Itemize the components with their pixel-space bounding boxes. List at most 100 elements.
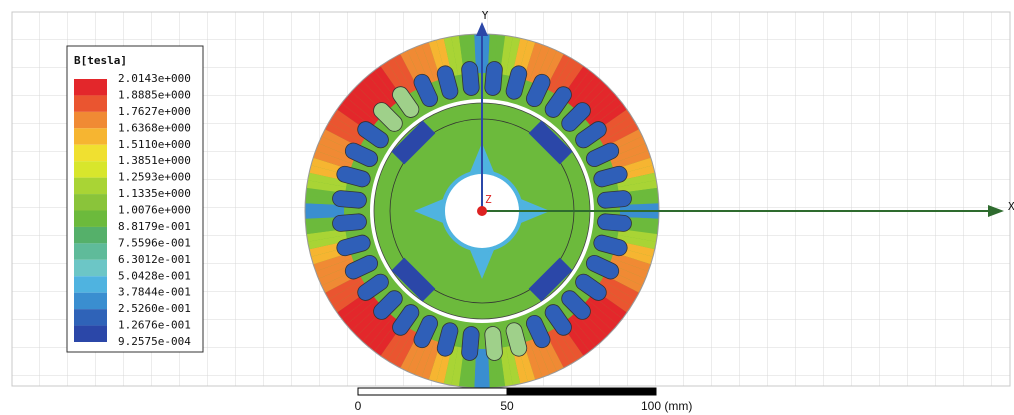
stator-slot [526,314,551,349]
stator-yoke-field [451,346,464,387]
legend-swatch [74,309,107,326]
legend-label: 8.8179e-001 [118,220,191,233]
stator-yoke-field [307,234,348,250]
stator-yoke-field [601,122,640,148]
scale-segment [506,387,657,396]
stator-yoke-field [570,312,602,347]
stator-yoke-field [598,115,636,142]
stator-slot [344,255,379,280]
stator-yoke-field [583,299,618,331]
stator-yoke-field [500,35,513,76]
legend-swatch [74,144,107,162]
stator-slot [593,234,628,257]
legend-swatch [74,325,107,342]
stator-yoke-field [386,327,413,365]
stator-slot [413,314,438,349]
z-axis-label: Z [485,193,492,206]
legend-label: 7.5596e-001 [118,236,191,249]
stator-yoke-field [505,345,521,386]
stator-slot [484,61,503,96]
stator-yoke-field [482,34,490,74]
legend-swatch [74,226,107,244]
stator-yoke-field [523,340,543,380]
stator-yoke-field [305,211,345,219]
stator-slot [392,86,420,118]
legend-label: 1.2676e-001 [118,319,191,332]
stator-yoke-field [346,299,381,331]
stator-slot [392,304,420,336]
stator-slot [344,142,379,167]
stator-slot [544,304,572,336]
legend-label: 1.1335e+000 [118,187,191,200]
stator-yoke-field [346,91,381,123]
stator-yoke-field [570,75,602,110]
stator-yoke-field [616,172,657,188]
stator-slot [332,190,367,209]
x-axis-label: X [1008,200,1014,213]
stator-yoke-field [598,280,636,307]
stator-yoke-field [611,150,651,170]
stator-yoke-field [324,122,363,148]
legend-label: 3.7844e-001 [118,286,191,299]
stator-yoke-field [619,203,659,211]
stator-slot [357,273,389,301]
stator-slot [585,142,620,167]
stator-yoke-field [482,348,490,388]
stator-yoke-field [368,70,398,106]
stator-slot [357,121,389,149]
stator-yoke-field [611,252,651,272]
stator-yoke-field [386,57,413,95]
stator-yoke-field [393,330,419,369]
stator-slot [597,190,632,209]
stator-yoke-field [545,53,571,92]
stator-yoke-field [601,274,640,300]
stator-yoke-field [306,229,347,242]
legend-label: 6.3012e-001 [118,253,191,266]
stator-slot [413,73,438,108]
legend-label: 1.5110e+000 [118,138,191,151]
y-axis-label: Y [482,9,489,22]
legend-swatch [74,128,107,145]
stator-yoke-field [505,36,521,77]
stator-yoke-field [362,75,394,110]
stator-yoke-field [583,91,618,123]
stator-yoke-field [474,34,482,74]
stator-yoke-field [529,44,550,84]
stator-slot [461,326,480,361]
stator-yoke-field [443,345,459,386]
legend-label: 1.3851e+000 [118,154,191,167]
legend-swatch [74,194,107,211]
scale-label: 50 [500,399,514,413]
stator-yoke-field [315,258,355,279]
legend-label: 9.2575e-004 [118,335,191,348]
stator-yoke-field [421,340,441,380]
stator-slot [585,255,620,280]
legend: B[tesla] 2.0143e+000 1.8885e+000 1.7627e+0… [66,45,204,353]
stator-slot [505,65,528,100]
stator-yoke-field [523,42,543,82]
stator-slot [526,73,551,108]
stator-yoke-field [587,97,623,127]
stator-yoke-field [551,57,578,95]
legend-label: 1.2593e+000 [118,171,191,184]
stator-yoke-field [341,97,377,127]
stator-slot [575,121,607,149]
y-arrow [476,22,488,36]
stator-slot [505,322,528,357]
legend-label: 1.8885e+000 [118,88,191,101]
stator-yoke-field [609,258,649,279]
stator-yoke-field [306,180,347,193]
stator-slot [593,165,628,188]
stator-yoke-field [328,115,366,142]
stator-yoke-field [529,338,550,378]
legend-swatch [74,276,107,293]
stator-slot [336,165,371,188]
stator-yoke-field [362,312,394,347]
legend-label: 1.0076e+000 [118,204,191,217]
stator-yoke-field [500,346,513,387]
stator-yoke-field [619,211,659,219]
stator-slot [336,234,371,257]
stator-yoke-field [307,172,348,188]
stator-slot [561,102,591,132]
